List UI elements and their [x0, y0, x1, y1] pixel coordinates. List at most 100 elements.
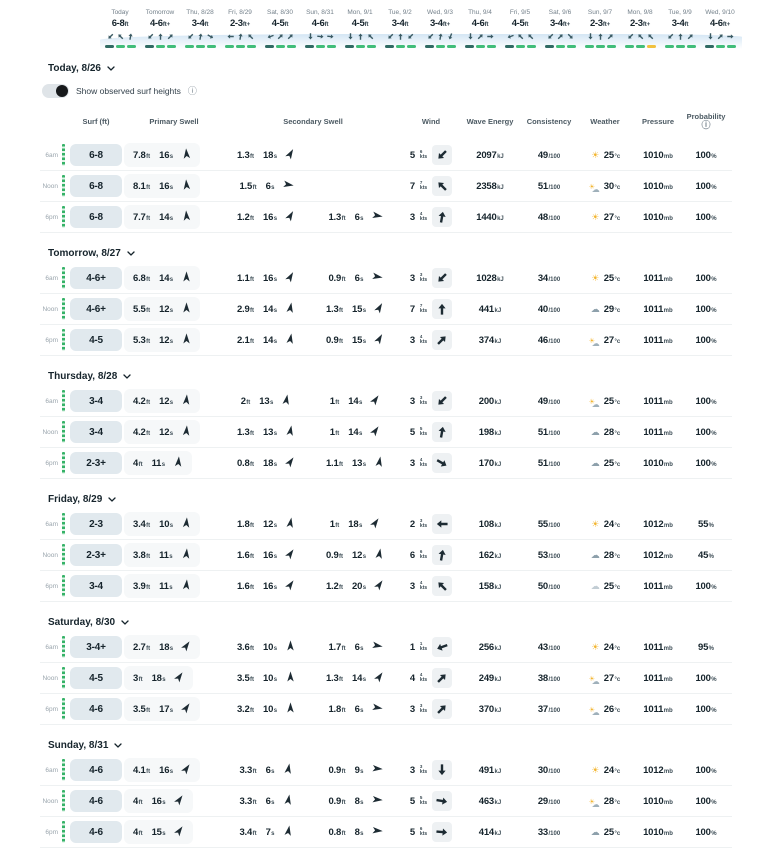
observed-heights-toggle[interactable]: [42, 84, 69, 98]
primary-swell-height: 4.1: [133, 764, 146, 776]
strip-day-1[interactable]: Today 6-8ft: [100, 7, 140, 48]
secondary-swell-height-unit: ft: [335, 399, 340, 406]
day-section-header[interactable]: Thursday, 8/28: [48, 371, 732, 382]
strip-wind-arrows: [420, 33, 460, 41]
surf-cell: 2-3: [68, 513, 124, 535]
surf-range: 3-4: [70, 421, 122, 443]
probability-value-unit: %: [711, 830, 717, 837]
strip-day-12[interactable]: Sat, 9/6 3-4ft+: [540, 7, 580, 48]
wind-unit: kts: [419, 645, 428, 652]
strip-height-unit: ft+: [722, 21, 731, 28]
strip-day-11[interactable]: Fri, 9/5 4-5ft: [500, 7, 540, 48]
wind-direction-icon: [397, 33, 403, 40]
primary-swell-chip: 3.8 ft 11 s: [124, 543, 200, 567]
secondary-swell-height: 3.3: [239, 795, 253, 807]
strip-wind-arrows: [660, 33, 700, 41]
probability-value-unit: %: [711, 307, 717, 314]
time-label: 6am: [45, 643, 58, 651]
secondary-swell-period-unit: s: [273, 707, 278, 714]
surf-cell: 4-6: [68, 821, 124, 843]
wind-gust: 4: [419, 334, 423, 340]
wind-direction-icon: [677, 33, 683, 40]
secondary-swell-height: 0.9: [328, 764, 342, 776]
primary-swell-height: 4: [133, 795, 139, 807]
temperature-value: 27: [603, 334, 614, 346]
primary-swell-chip: 6.8 ft 14 s: [124, 266, 201, 290]
strip-day-15[interactable]: Tue, 9/9 3-4ft: [660, 7, 700, 48]
strip-day-14[interactable]: Mon, 9/8 2-3ft+: [620, 7, 660, 48]
temperature-value: 24: [603, 641, 614, 653]
strip-wind-arrows: [380, 33, 420, 41]
primary-swell-period: 10: [159, 518, 170, 530]
cloud-outline-icon: ☁: [590, 580, 600, 591]
strip-day-13[interactable]: Sun, 9/7 2-3ft+: [580, 7, 620, 48]
secondary-swell-cell-1: 1.6 ft 16 s: [224, 546, 308, 564]
wind-unit: kts: [419, 707, 428, 714]
secondary-swell-cell-1: 1.2 ft 16 s: [224, 208, 308, 226]
rating-dash-green: [166, 45, 176, 48]
primary-swell-period-unit: s: [169, 584, 173, 591]
probability-cell: 100%: [684, 427, 728, 438]
secondary-swell-values: 3.5 ft 10 s: [237, 669, 295, 687]
strip-day-4[interactable]: Fri, 8/29 2-3ft+: [220, 7, 260, 48]
rating-dash-dark: [504, 45, 514, 48]
forecast-day-strip[interactable]: Today 6-8ft Tomorrow 4-6ft+ Thu, 8/28 3-4ft Fr…: [100, 7, 742, 49]
strip-day-6[interactable]: Sun, 8/31 4-6ft: [300, 7, 340, 48]
secondary-swell-height: 1.8: [236, 518, 250, 530]
secondary-swell-period-unit: s: [273, 553, 278, 560]
primary-swell-period: 16: [159, 180, 170, 192]
day-section-header[interactable]: Tomorrow, 8/27: [48, 248, 732, 259]
weather-cell: ☀ 25 °c: [578, 150, 632, 161]
strip-day-5[interactable]: Sat, 8/30 4-5ft: [260, 7, 300, 48]
time-cell: 6pm: [40, 575, 68, 597]
primary-swell-period-unit: s: [169, 184, 174, 191]
surf-cell: 3-4: [68, 421, 124, 443]
wind-direction-icon: [437, 674, 446, 683]
secondary-swell-period: 14: [348, 426, 359, 438]
consistency-value: 50: [537, 580, 548, 592]
strip-day-2[interactable]: Tomorrow 4-6ft+: [140, 7, 180, 48]
wind-direction-icon: [147, 33, 153, 39]
day-section-header[interactable]: Sunday, 8/31: [48, 740, 732, 751]
strip-day-10[interactable]: Thu, 9/4 4-6ft: [460, 7, 500, 48]
strip-day-3[interactable]: Thu, 8/28 3-4ft: [180, 7, 220, 48]
primary-swell-height-unit: ft: [146, 153, 151, 160]
primary-swell-period: 14: [159, 272, 170, 284]
primary-swell-period: 15: [151, 826, 162, 838]
consistency-value-unit: /100: [548, 553, 561, 560]
day-section-header[interactable]: Today, 8/26: [48, 63, 732, 74]
time-label: Noon: [42, 305, 58, 313]
primary-swell-height-unit: ft: [146, 768, 151, 775]
probability-value-unit: %: [711, 768, 717, 775]
primary-swell-height-unit: ft: [146, 215, 151, 222]
day-section-header[interactable]: Friday, 8/29: [48, 494, 732, 505]
secondary-swell-period: 16: [263, 211, 274, 223]
secondary-swell-period-unit: s: [271, 830, 275, 837]
probability-cell: 100%: [684, 396, 728, 407]
strip-rating-dashes: [700, 45, 740, 48]
probability-cell: 100%: [684, 581, 728, 592]
wind-direction-icon: [726, 34, 733, 39]
primary-swell-height-unit: ft: [146, 307, 151, 314]
consistency-cell: 30/100: [520, 765, 578, 776]
wave-energy-value-unit: kJ: [494, 522, 502, 529]
wind-direction-icon: [407, 33, 413, 39]
info-icon[interactable]: ⓘ: [701, 120, 711, 130]
strip-day-7[interactable]: Mon, 9/1 4-5ft: [340, 7, 380, 48]
strip-day-16[interactable]: Wed, 9/10 4-6ft+: [700, 7, 740, 48]
wind-direction-icon: [347, 33, 353, 40]
secondary-swell-period-unit: s: [362, 461, 367, 468]
primary-swell-height-unit: ft: [146, 276, 151, 283]
forecast-row: 6pm 4-6 4 ft 15 s 3.4 ft 7 s 0.8 ft 8 s 5 6 kts 414 kJ 33/1…: [40, 817, 732, 848]
surf-range: 3-4: [70, 575, 122, 597]
pressure-cell: 1011 mb: [632, 673, 684, 684]
strip-height-value: 4-6: [709, 18, 723, 29]
secondary-swell-values: 1.6 ft 16 s: [237, 546, 295, 564]
temperature-value: 25: [603, 272, 614, 284]
wave-energy-value-unit: kJ: [494, 676, 502, 683]
strip-day-8[interactable]: Tue, 9/2 3-4ft: [380, 7, 420, 48]
probability-value-unit: %: [711, 584, 717, 591]
strip-day-9[interactable]: Wed, 9/3 3-4ft+: [420, 7, 460, 48]
day-section-header[interactable]: Saturday, 8/30: [48, 617, 732, 628]
info-icon[interactable]: ⓘ: [187, 85, 197, 96]
